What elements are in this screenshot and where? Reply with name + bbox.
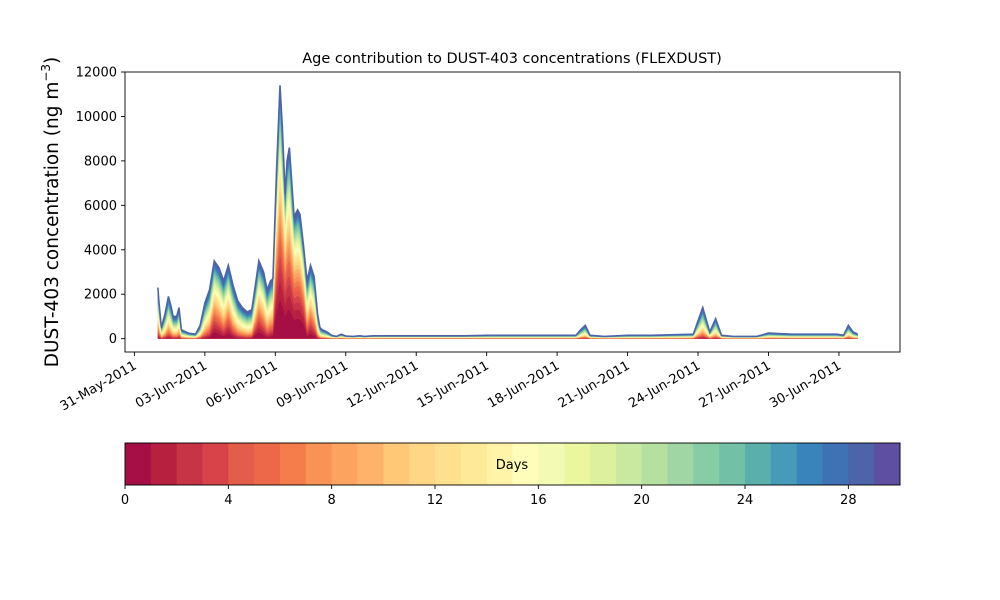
stacked-age-layers bbox=[157, 85, 859, 339]
colorbar-cell bbox=[719, 443, 746, 485]
x-tick-label: 18-Jun-2011 bbox=[485, 358, 562, 411]
colorbar-label: Days bbox=[496, 458, 529, 473]
colorbar-cell bbox=[125, 443, 152, 485]
colorbar-cell bbox=[228, 443, 255, 485]
colorbar: Days 0 4 8 12 16 20 24 28 bbox=[121, 442, 901, 508]
colorbar-cell bbox=[435, 443, 462, 485]
y-axis-label-main: DUST-403 concentration (ng m bbox=[42, 82, 63, 368]
colorbar-tick-label: 16 bbox=[530, 493, 547, 508]
x-tick-label: 30-Jun-2011 bbox=[767, 358, 844, 411]
x-tick-label: 31-May-2011 bbox=[58, 358, 140, 414]
y-axis-label-end: ) bbox=[42, 57, 63, 64]
total-concentration-line bbox=[157, 85, 859, 338]
colorbar-cells bbox=[125, 443, 901, 485]
colorbar-tick-label: 12 bbox=[427, 493, 444, 508]
colorbar-cell bbox=[305, 443, 333, 485]
y-tick-label: 2000 bbox=[84, 288, 117, 303]
colorbar-cell bbox=[176, 443, 203, 485]
colorbar-tick-label: 8 bbox=[328, 493, 336, 508]
colorbar-tick-label: 20 bbox=[633, 493, 650, 508]
y-tick-label: 8000 bbox=[84, 154, 117, 169]
y-axis: 0 2000 4000 6000 8000 10000 12000 bbox=[76, 66, 125, 347]
colorbar-tick-label: 24 bbox=[737, 493, 754, 508]
plot-frame bbox=[124, 71, 901, 353]
x-tick-label: 15-Jun-2011 bbox=[415, 358, 492, 411]
colorbar-cell bbox=[357, 443, 384, 485]
x-tick-label: 21-Jun-2011 bbox=[556, 358, 633, 411]
y-tick-label: 12000 bbox=[76, 66, 117, 81]
colorbar-cell bbox=[770, 443, 798, 485]
colorbar-cell bbox=[202, 443, 229, 485]
y-axis-label-superscript: −3 bbox=[39, 64, 53, 82]
colorbar-cell bbox=[693, 443, 720, 485]
x-tick-label: 27-Jun-2011 bbox=[697, 358, 774, 411]
colorbar-tick-label: 28 bbox=[840, 493, 857, 508]
colorbar-cell bbox=[822, 443, 849, 485]
colorbar-tick-label: 4 bbox=[224, 493, 232, 508]
y-tick-label: 10000 bbox=[76, 110, 117, 125]
y-axis-label: DUST-403 concentration (ng m−3) bbox=[39, 57, 63, 368]
colorbar-cell bbox=[383, 443, 410, 485]
colorbar-tick-label: 0 bbox=[121, 493, 129, 508]
chart-title: Age contribution to DUST-403 concentrati… bbox=[302, 51, 722, 67]
plot-area bbox=[124, 71, 901, 353]
age-layer-0 bbox=[157, 299, 858, 339]
colorbar-cell bbox=[564, 443, 591, 485]
colorbar-cell bbox=[641, 443, 668, 485]
colorbar-cell bbox=[486, 443, 513, 485]
colorbar-cell bbox=[538, 443, 565, 485]
x-tick-label: 06-Jun-2011 bbox=[203, 358, 280, 411]
x-tick-label: 12-Jun-2011 bbox=[344, 358, 421, 411]
colorbar-ticks: 0 4 8 12 16 20 24 28 bbox=[121, 485, 857, 508]
y-tick-label: 4000 bbox=[84, 243, 117, 258]
x-tick-label: 03-Jun-2011 bbox=[133, 358, 210, 411]
colorbar-cell bbox=[331, 443, 358, 485]
colorbar-cell bbox=[409, 443, 436, 485]
colorbar-cell bbox=[150, 443, 178, 485]
colorbar-cell bbox=[745, 443, 772, 485]
y-tick-label: 6000 bbox=[84, 199, 117, 214]
colorbar-cell bbox=[460, 443, 488, 485]
x-axis: 31-May-201103-Jun-201106-Jun-201109-Jun-… bbox=[58, 352, 844, 414]
colorbar-cell bbox=[874, 443, 901, 485]
colorbar-cell bbox=[667, 443, 694, 485]
age-layer-1 bbox=[157, 281, 858, 339]
colorbar-frame bbox=[124, 442, 901, 486]
x-tick-label: 24-Jun-2011 bbox=[626, 358, 703, 411]
colorbar-cell bbox=[796, 443, 823, 485]
colorbar-cell bbox=[848, 443, 875, 485]
colorbar-cell bbox=[254, 443, 281, 485]
y-tick-label: 0 bbox=[109, 332, 117, 347]
colorbar-cell bbox=[280, 443, 307, 485]
colorbar-cell bbox=[512, 443, 539, 485]
colorbar-cell bbox=[590, 443, 617, 485]
colorbar-cell bbox=[615, 443, 643, 485]
x-tick-label: 09-Jun-2011 bbox=[274, 358, 351, 411]
